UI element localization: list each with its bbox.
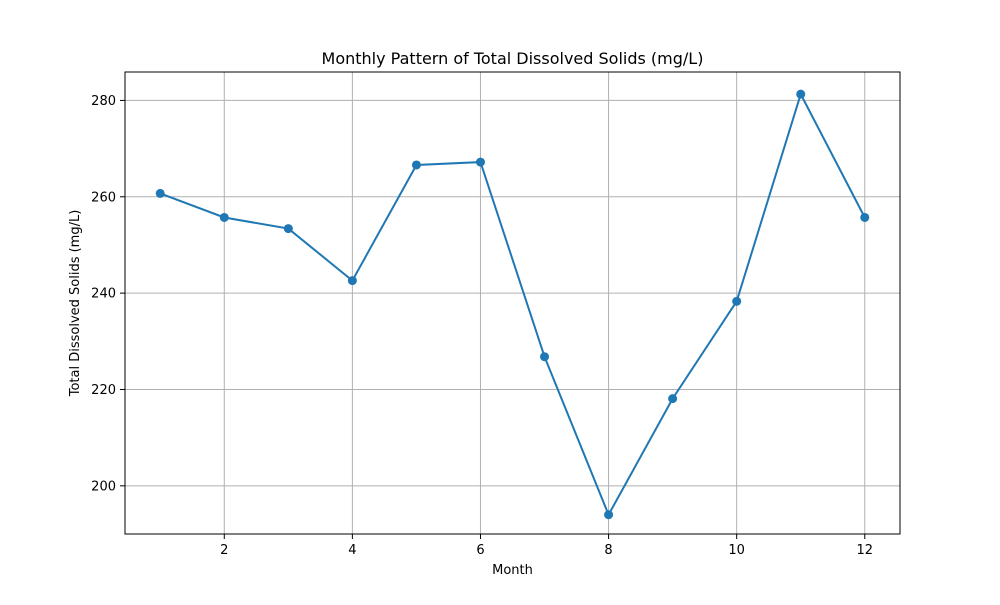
x-tick-label: 12 [856, 543, 873, 558]
data-point [732, 296, 742, 306]
y-tick-label: 200 [91, 479, 116, 494]
data-point [604, 510, 614, 520]
data-point [155, 188, 165, 198]
data-point [860, 212, 870, 222]
data-point [411, 160, 421, 170]
series [155, 89, 870, 520]
x-tick-label: 4 [348, 543, 356, 558]
y-tick-label: 260 [91, 190, 116, 205]
data-point [347, 276, 357, 286]
axes: 2 4 6 8 10 12 200 220 240 260 280 [91, 71, 901, 558]
data-point [668, 394, 678, 404]
data-point [283, 224, 293, 234]
data-point [219, 212, 229, 222]
x-tick-label: 8 [604, 543, 612, 558]
x-tick-label: 6 [476, 543, 484, 558]
y-axis-label: Total Dissolved Solids (mg/L) [68, 210, 83, 398]
plot-frame [124, 71, 901, 535]
y-tick-label: 240 [91, 287, 116, 302]
x-tick-label: 10 [728, 543, 745, 558]
data-point [475, 157, 485, 167]
series-line [159, 91, 866, 518]
x-tick-label: 2 [220, 543, 228, 558]
x-axis-label: Month [492, 563, 533, 578]
y-tick-label: 280 [91, 94, 116, 109]
grid [125, 72, 900, 534]
data-point [796, 89, 806, 99]
data-point [540, 352, 550, 362]
y-tick-label: 220 [91, 383, 116, 398]
chart-title: Monthly Pattern of Total Dissolved Solid… [322, 49, 704, 68]
